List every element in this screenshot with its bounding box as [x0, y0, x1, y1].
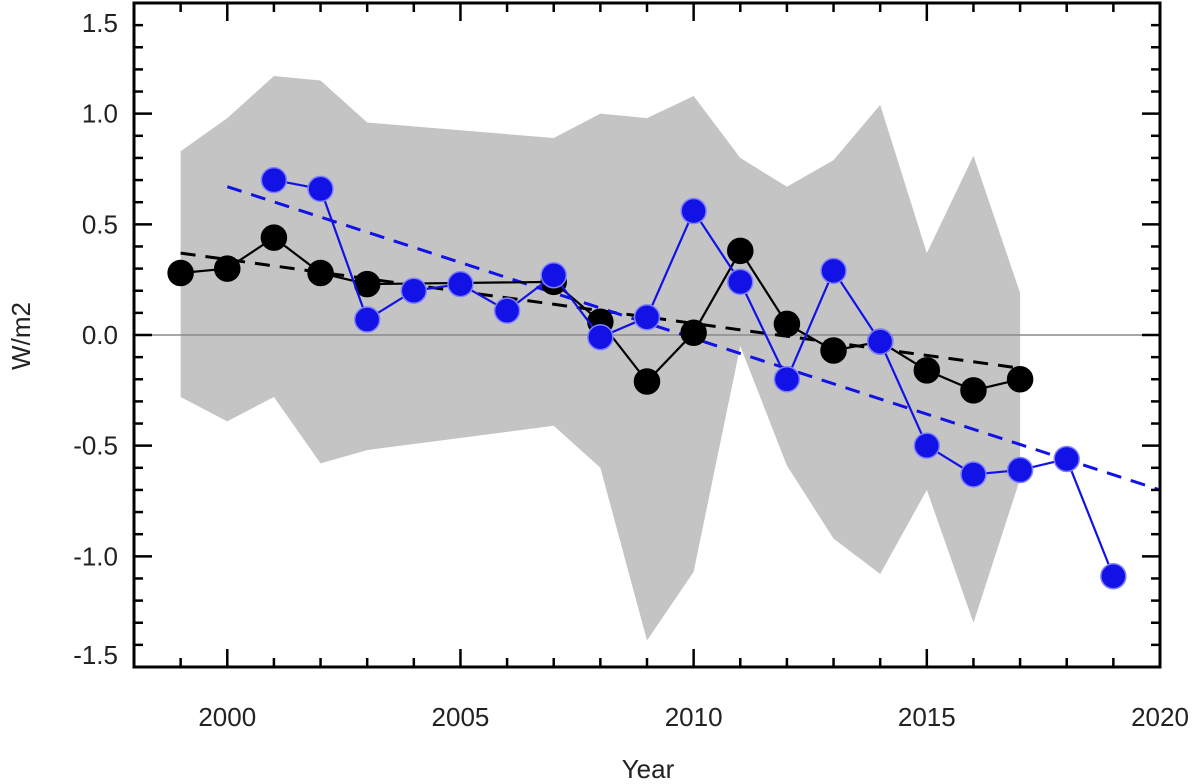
y-tick-label: -1.5 [73, 640, 118, 670]
data-point-1-2018 [1053, 445, 1080, 473]
data-point-1-2019 [1100, 563, 1127, 590]
data-point-1-2004 [400, 277, 428, 304]
data-point-1-2010 [680, 197, 707, 225]
data-point-1-2002 [307, 175, 334, 203]
data-point-0-2011 [727, 237, 754, 265]
data-point-1-2008 [587, 323, 614, 351]
data-point-1-2016 [960, 461, 987, 488]
y-tick-label: 0.0 [82, 320, 118, 350]
data-point-1-2015 [913, 432, 941, 459]
data-point-1-2011 [727, 268, 754, 296]
data-point-0-2013 [820, 337, 847, 364]
data-point-0-2010 [680, 319, 707, 347]
data-point-1-2014 [866, 328, 894, 355]
data-point-0-2017 [1006, 366, 1034, 393]
data-point-1-2005 [447, 270, 474, 298]
y-axis-label: W/m2 [6, 302, 36, 370]
uncertainty-band [180, 76, 1021, 641]
y-tick-label: -1.0 [73, 541, 118, 571]
data-point-0-2000 [214, 255, 241, 282]
data-point-1-2007 [540, 261, 567, 289]
data-point-1-2013 [820, 257, 847, 285]
y-tick-label: -0.5 [73, 431, 118, 461]
x-tick-label: 2010 [665, 702, 723, 732]
data-point-1-2003 [353, 306, 381, 333]
x-tick-label: 2005 [432, 702, 490, 732]
data-point-0-1999 [167, 259, 194, 287]
x-tick-label: 2020 [1131, 702, 1189, 732]
data-point-0-2001 [260, 224, 288, 251]
data-point-0-2009 [633, 368, 661, 395]
data-point-0-2015 [913, 357, 941, 384]
data-point-0-2012 [773, 310, 801, 338]
data-point-1-2017 [1006, 456, 1034, 484]
trend-line-1 [226, 185, 1161, 492]
data-point-1-2009 [633, 304, 661, 331]
y-tick-label: 1.0 [82, 99, 118, 129]
x-axis-label: Year [622, 754, 675, 784]
data-point-1-2012 [773, 366, 801, 393]
series-line-0 [180, 236, 1021, 392]
x-tick-label: 2015 [898, 702, 956, 732]
y-tick-label: 1.5 [82, 8, 118, 38]
data-point-1-2006 [493, 297, 521, 324]
x-tick-label: 2000 [198, 702, 256, 732]
data-point-0-2002 [307, 259, 334, 287]
data-point-0-2016 [960, 377, 987, 404]
data-point-1-2001 [260, 166, 288, 194]
y-tick-label: 0.5 [82, 209, 118, 239]
